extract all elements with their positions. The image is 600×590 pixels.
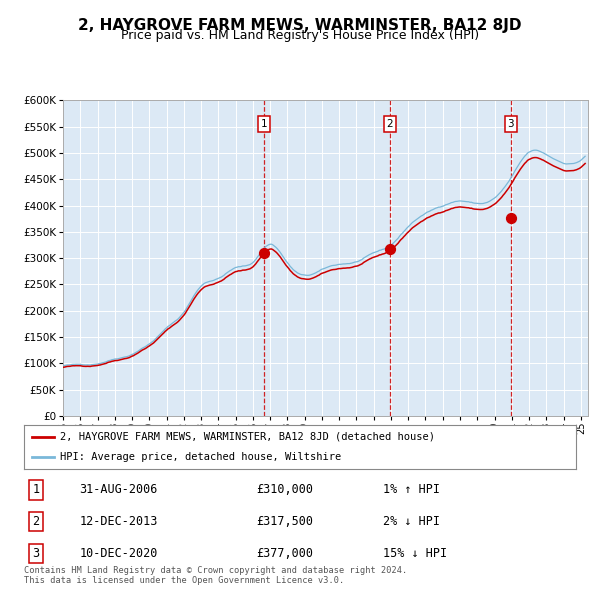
Text: HPI: Average price, detached house, Wiltshire: HPI: Average price, detached house, Wilt… [60,452,341,462]
Text: 10-DEC-2020: 10-DEC-2020 [79,547,158,560]
Text: 2: 2 [387,119,394,129]
Text: 2: 2 [32,515,40,528]
Text: £310,000: £310,000 [256,483,313,496]
Point [506,213,515,222]
Text: 3: 3 [508,119,514,129]
Text: 3: 3 [32,547,40,560]
Text: Contains HM Land Registry data © Crown copyright and database right 2024.
This d: Contains HM Land Registry data © Crown c… [24,566,407,585]
Text: 31-AUG-2006: 31-AUG-2006 [79,483,158,496]
Text: £377,000: £377,000 [256,547,313,560]
Text: 12-DEC-2013: 12-DEC-2013 [79,515,158,528]
Text: 1: 1 [32,483,40,496]
Text: 1: 1 [261,119,268,129]
Text: 15% ↓ HPI: 15% ↓ HPI [383,547,447,560]
Text: 2, HAYGROVE FARM MEWS, WARMINSTER, BA12 8JD (detached house): 2, HAYGROVE FARM MEWS, WARMINSTER, BA12 … [60,432,435,442]
Point [260,248,269,258]
Text: £317,500: £317,500 [256,515,313,528]
Text: Price paid vs. HM Land Registry's House Price Index (HPI): Price paid vs. HM Land Registry's House … [121,30,479,42]
Text: 2% ↓ HPI: 2% ↓ HPI [383,515,440,528]
Text: 2, HAYGROVE FARM MEWS, WARMINSTER, BA12 8JD: 2, HAYGROVE FARM MEWS, WARMINSTER, BA12 … [78,18,522,32]
Text: 1% ↑ HPI: 1% ↑ HPI [383,483,440,496]
Point [385,244,395,254]
